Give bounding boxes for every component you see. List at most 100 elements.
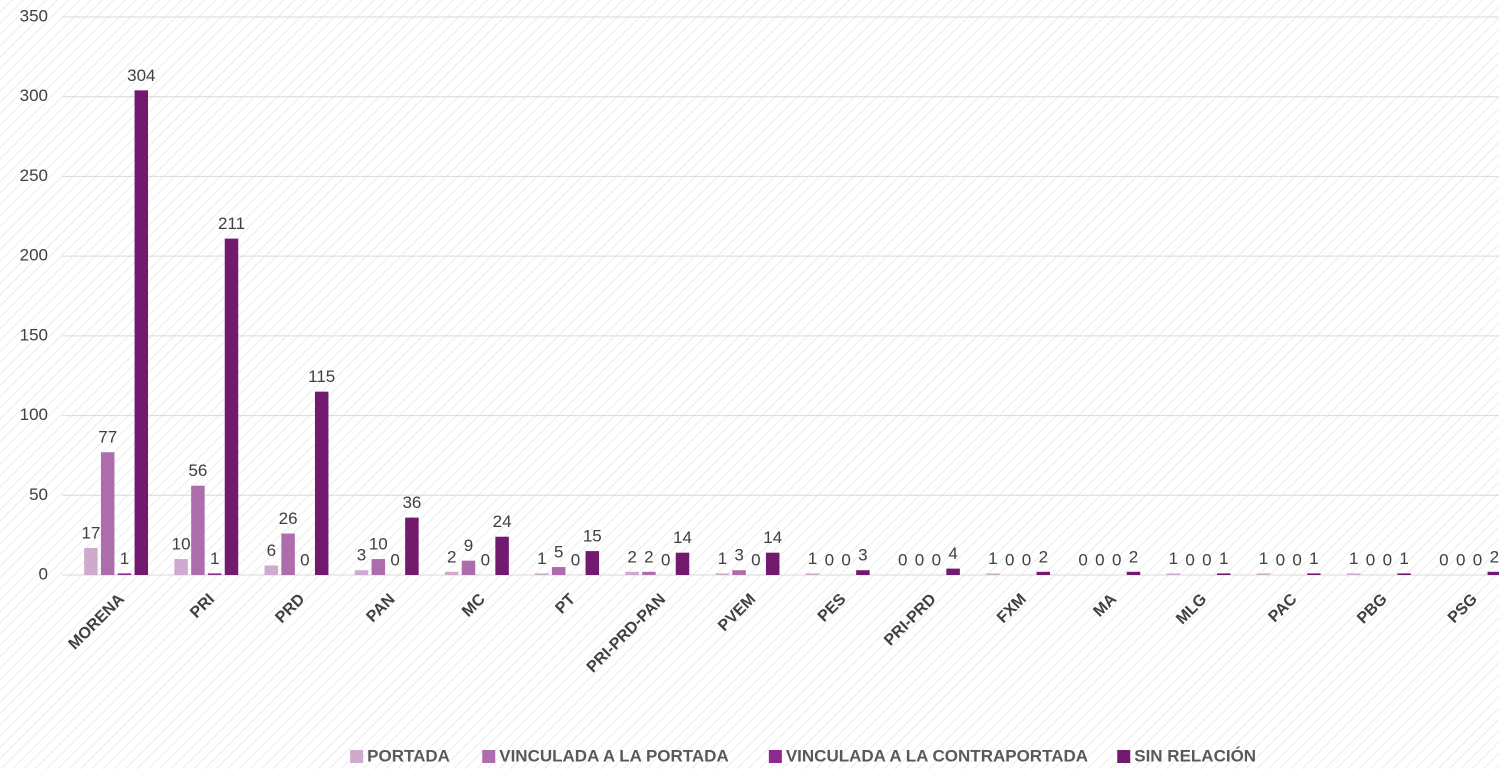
bar (264, 565, 279, 575)
data-label: 6 (267, 541, 276, 560)
legend-swatch (768, 750, 782, 763)
legend-label: VINCULADA A LA CONTRAPORTADA (786, 746, 1088, 765)
data-label: 1 (808, 549, 817, 568)
bar (174, 559, 188, 575)
bar (585, 551, 600, 575)
data-label: 2 (1129, 547, 1138, 566)
data-label: 0 (1276, 550, 1285, 569)
data-label: 0 (1473, 550, 1482, 569)
data-label: 0 (898, 550, 907, 569)
data-label: 24 (493, 512, 512, 531)
bar (1346, 573, 1361, 575)
data-label: 1 (1349, 549, 1358, 568)
bar (986, 573, 1000, 575)
y-tick-label: 250 (20, 166, 48, 185)
bar (675, 552, 690, 575)
data-label: 36 (402, 493, 421, 512)
data-label: 3 (734, 546, 743, 565)
data-label: 3 (357, 546, 366, 565)
y-tick-label: 200 (20, 246, 48, 265)
y-tick-label: 150 (20, 325, 48, 344)
bar (1256, 573, 1271, 575)
data-label: 0 (1112, 550, 1121, 569)
data-label: 2 (1490, 547, 1499, 566)
bar (354, 570, 369, 575)
data-label: 0 (1022, 550, 1031, 569)
data-label: 1 (1219, 549, 1228, 568)
bar (84, 547, 98, 575)
data-label: 2 (1039, 547, 1048, 566)
bar (856, 570, 870, 575)
data-label: 1 (988, 549, 997, 568)
bar (371, 559, 386, 575)
data-label: 0 (1078, 550, 1087, 569)
data-label: 0 (915, 550, 924, 569)
data-label: 1 (1399, 549, 1408, 568)
legend-label: VINCULADA A LA PORTADA (499, 746, 728, 765)
y-tick-label: 50 (29, 485, 48, 504)
data-label: 15 (583, 527, 602, 546)
data-label: 1 (210, 549, 219, 568)
legend-label: PORTADA (367, 746, 450, 765)
data-label: 3 (858, 546, 867, 565)
bar (732, 570, 746, 575)
y-tick-label: 350 (20, 6, 48, 25)
bar (1307, 573, 1321, 575)
data-label: 304 (127, 66, 155, 85)
bar (461, 560, 476, 575)
bar (117, 573, 132, 575)
bar (224, 238, 239, 575)
bar (765, 552, 780, 575)
data-label: 5 (554, 543, 563, 562)
bar (314, 391, 329, 575)
bar (805, 573, 820, 575)
data-label: 0 (825, 550, 834, 569)
data-label: 1 (1309, 549, 1318, 568)
bar (495, 536, 509, 575)
data-label: 1 (120, 549, 129, 568)
bar (1036, 571, 1051, 575)
data-label: 1 (1169, 549, 1178, 568)
data-label: 2 (644, 547, 653, 566)
bar (1487, 571, 1499, 575)
bar (1126, 571, 1141, 575)
data-label: 1 (718, 549, 727, 568)
bar (625, 571, 639, 575)
bar (1397, 573, 1411, 575)
data-label: 0 (571, 550, 580, 569)
data-label: 77 (98, 428, 117, 447)
data-label: 10 (369, 535, 388, 554)
data-label: 26 (279, 509, 298, 528)
bar (281, 533, 295, 575)
data-label: 14 (673, 528, 692, 547)
legend-swatch (350, 750, 364, 763)
data-label: 10 (172, 535, 191, 554)
data-label: 0 (1185, 550, 1194, 569)
data-label: 9 (464, 536, 473, 555)
bar (444, 571, 459, 575)
legend-swatch (482, 750, 496, 763)
y-tick-label: 300 (20, 86, 48, 105)
data-label: 0 (1292, 550, 1301, 569)
data-label: 2 (627, 547, 636, 566)
data-label: 14 (763, 528, 782, 547)
bar (1166, 573, 1181, 575)
data-label: 211 (218, 214, 245, 233)
data-label: 1 (537, 549, 546, 568)
data-label: 0 (390, 550, 399, 569)
data-label: 0 (1383, 550, 1392, 569)
data-label: 0 (1439, 550, 1448, 569)
data-label: 0 (1095, 550, 1104, 569)
legend-label: SIN RELACIÓN (1134, 746, 1256, 765)
bar (207, 573, 222, 575)
data-label: 0 (1005, 550, 1014, 569)
bar (946, 568, 960, 575)
data-label: 0 (1202, 550, 1211, 569)
bar (191, 485, 205, 575)
data-label: 56 (188, 461, 207, 480)
data-label: 0 (1366, 550, 1375, 569)
data-label: 2 (447, 547, 456, 566)
data-label: 1 (1259, 549, 1268, 568)
bar (715, 573, 730, 575)
